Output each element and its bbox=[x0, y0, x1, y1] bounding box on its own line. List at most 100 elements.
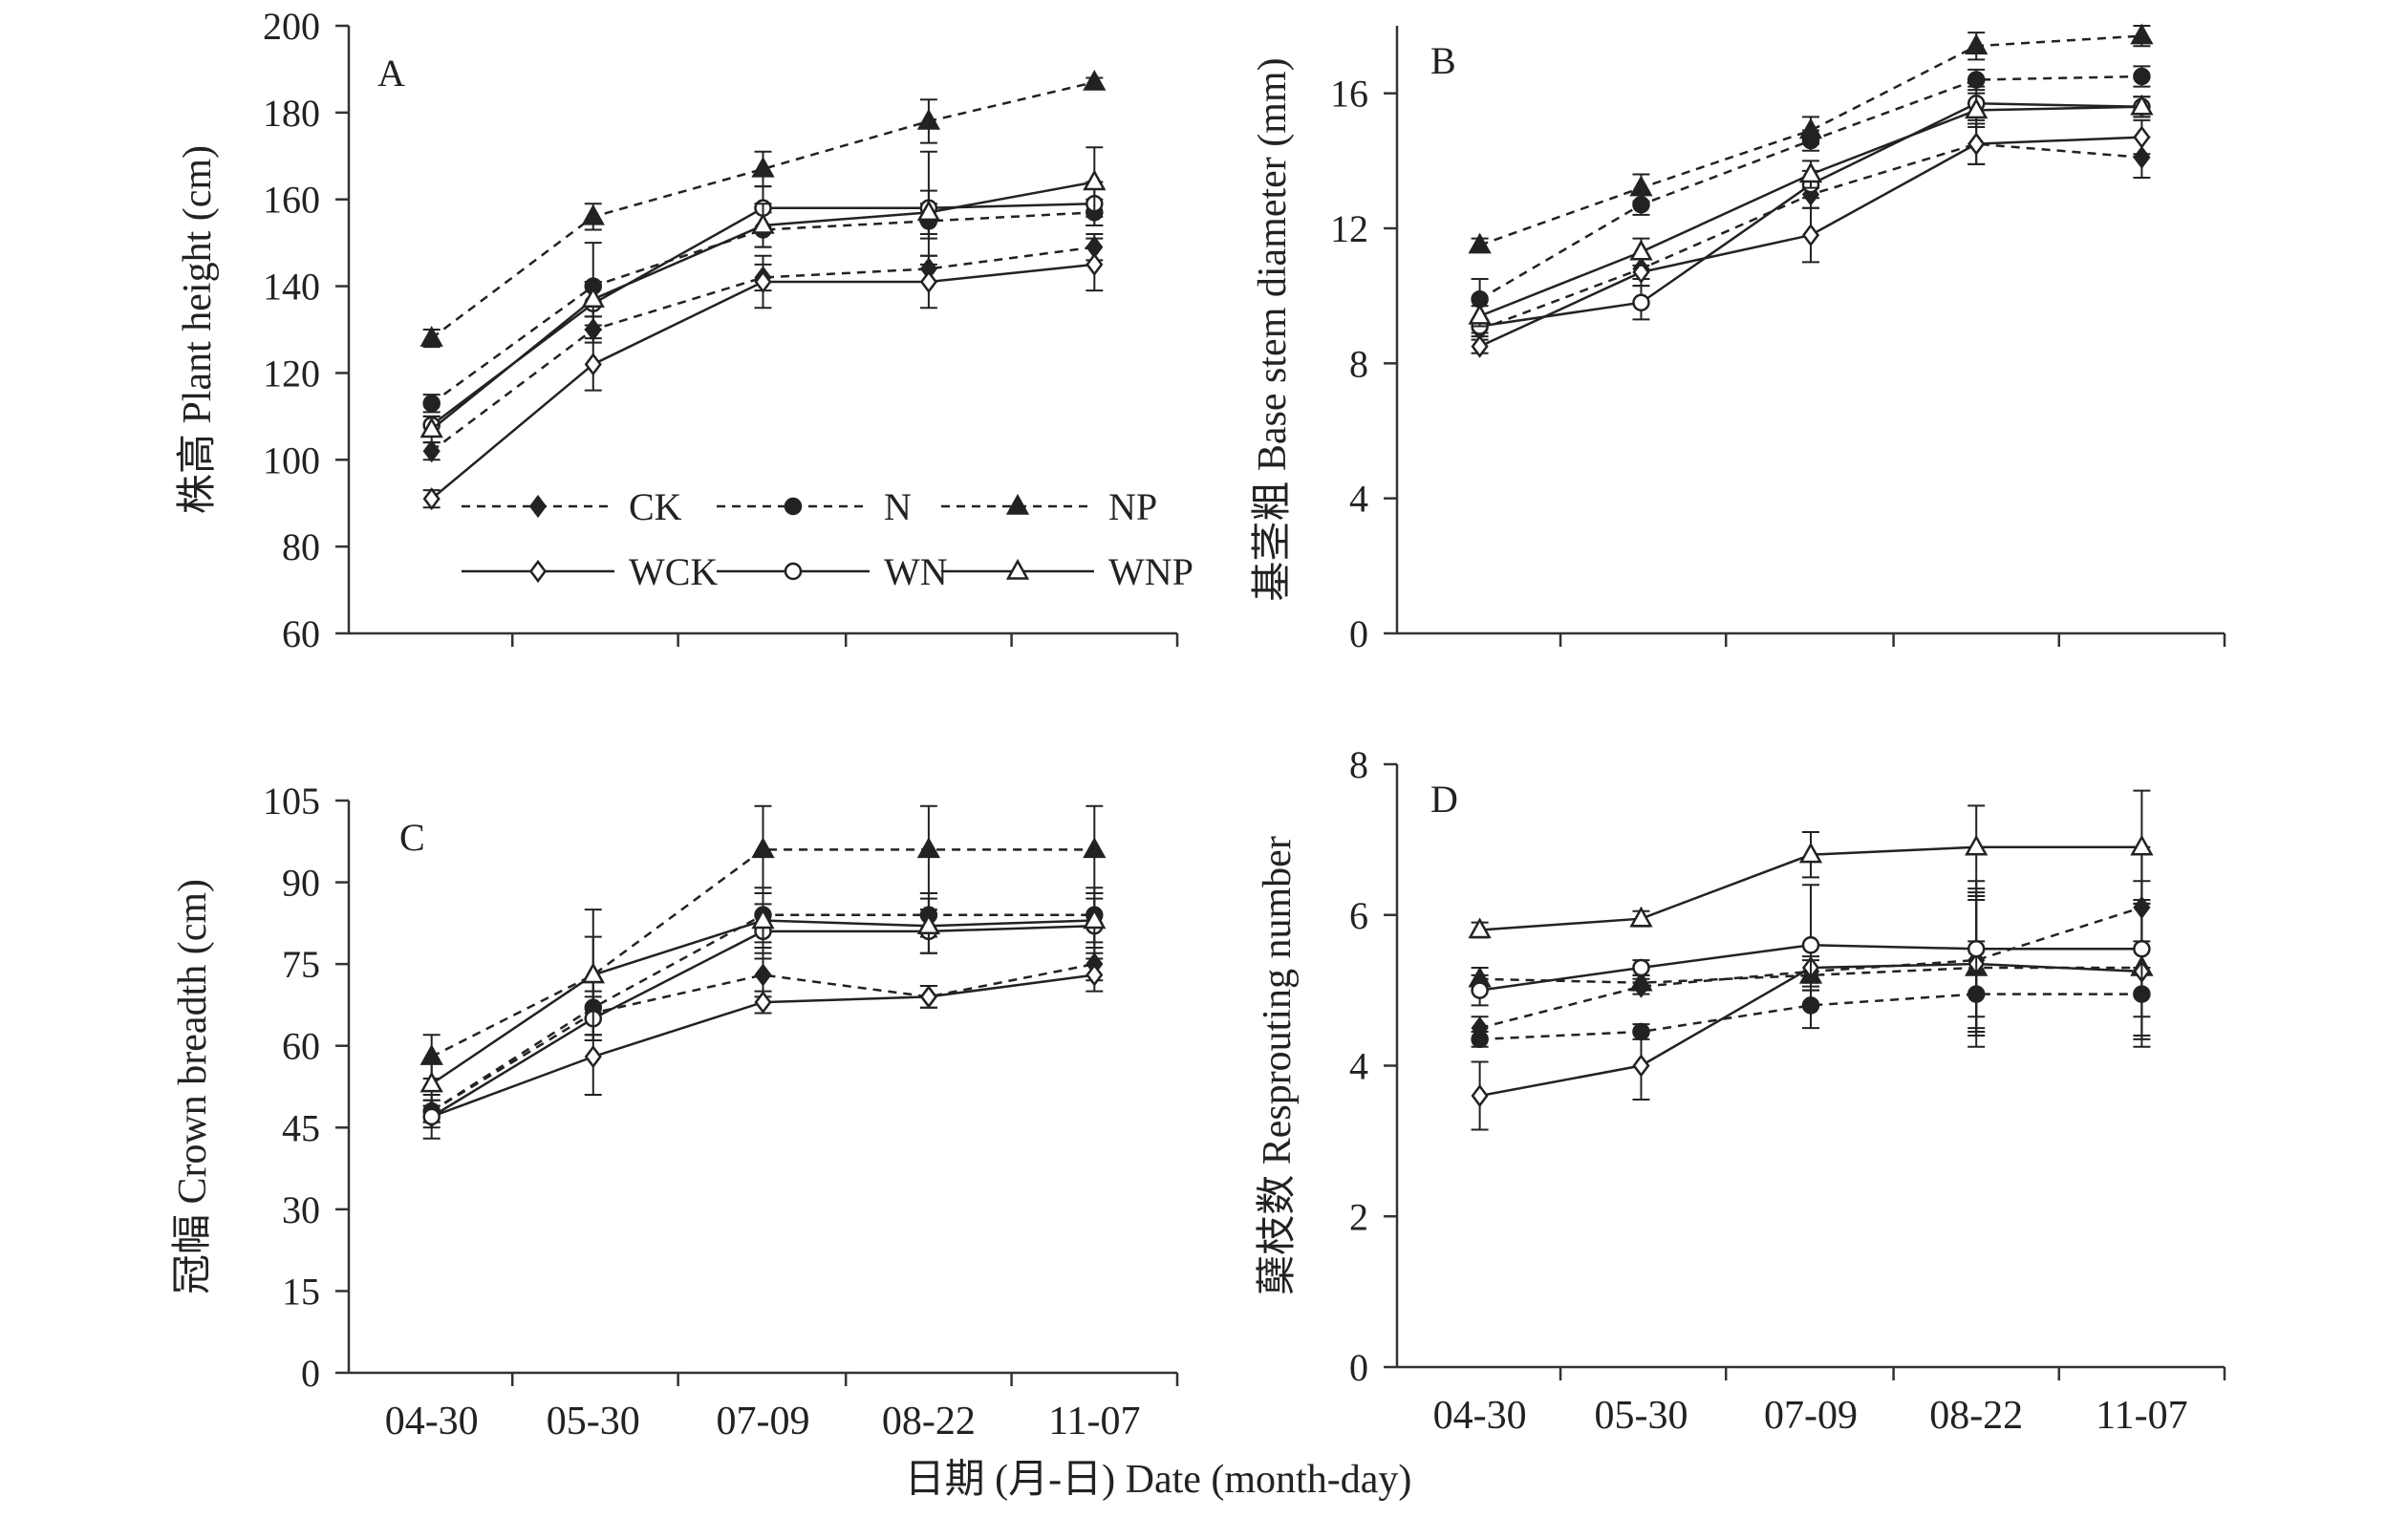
series-wnp bbox=[419, 146, 1107, 444]
y-tick-label: 90 bbox=[282, 862, 320, 905]
data-point bbox=[1468, 303, 1492, 325]
data-point bbox=[581, 962, 605, 984]
series-line bbox=[431, 848, 1095, 1058]
legend-label: CK bbox=[629, 485, 682, 528]
x-tick-label: 05-30 bbox=[547, 1400, 640, 1443]
data-point bbox=[2133, 125, 2151, 149]
data-point bbox=[2130, 23, 2154, 45]
data-point bbox=[419, 326, 443, 347]
x-tick-label: 08-22 bbox=[882, 1400, 976, 1443]
legend-label: WN bbox=[884, 550, 948, 593]
data-point bbox=[419, 1071, 443, 1093]
legend-marker bbox=[784, 562, 803, 581]
data-point bbox=[422, 1107, 441, 1126]
data-point bbox=[2130, 834, 2154, 856]
data-point bbox=[1083, 69, 1107, 91]
legend-marker bbox=[784, 497, 803, 516]
data-point bbox=[419, 417, 443, 438]
series-line bbox=[1479, 966, 2142, 984]
data-point bbox=[1629, 906, 1653, 928]
series-line bbox=[430, 211, 1095, 405]
y-tick-label: 15 bbox=[282, 1270, 320, 1313]
y-tick-label: 30 bbox=[282, 1188, 320, 1231]
data-point bbox=[1965, 97, 1989, 119]
data-point bbox=[1629, 970, 1653, 992]
data-point bbox=[2133, 67, 2151, 86]
y-tick-label: 4 bbox=[1349, 1045, 1368, 1088]
data-point bbox=[1632, 958, 1650, 977]
y-tick-label: 6 bbox=[1349, 894, 1368, 937]
panel-label: C bbox=[399, 816, 425, 859]
series-wck bbox=[422, 237, 1104, 511]
data-point bbox=[1471, 1083, 1489, 1108]
y-tick-label: 60 bbox=[282, 1025, 320, 1068]
y-axis-title: 蘖枝数 Resprouting number bbox=[1256, 836, 1300, 1295]
legend-item-n: N bbox=[717, 485, 912, 528]
data-point bbox=[919, 985, 937, 1009]
data-point bbox=[754, 990, 772, 1015]
legend-marker bbox=[1005, 558, 1030, 580]
data-point bbox=[1083, 837, 1107, 859]
data-point bbox=[1967, 71, 1986, 89]
data-point bbox=[754, 963, 772, 987]
legend-marker bbox=[1005, 493, 1030, 515]
series-line bbox=[430, 246, 1095, 453]
legend-label: NP bbox=[1108, 485, 1157, 528]
panel-c: 0 15 30 45 60 75 90 105 04-30 05-30 07-09 08-22 11-0… bbox=[171, 780, 1179, 1443]
x-tick-label: 04-30 bbox=[385, 1400, 479, 1443]
data-point bbox=[1632, 1054, 1650, 1078]
y-tick-label: 45 bbox=[282, 1106, 320, 1149]
panel-label: D bbox=[1430, 778, 1458, 821]
data-point bbox=[1086, 963, 1104, 987]
data-point bbox=[1471, 981, 1489, 999]
data-point bbox=[1967, 132, 1986, 156]
y-tick-label: 0 bbox=[1349, 612, 1368, 655]
series-line bbox=[1479, 34, 2142, 246]
data-point bbox=[1798, 118, 1823, 139]
data-point bbox=[1632, 293, 1650, 311]
data-point bbox=[1798, 161, 1823, 183]
legend-label: WCK bbox=[629, 550, 718, 593]
legend-item-wn: WN bbox=[717, 550, 948, 593]
data-point bbox=[1801, 936, 1820, 954]
data-point bbox=[1801, 223, 1820, 247]
x-tick-label: 11-07 bbox=[1048, 1400, 1140, 1443]
data-point bbox=[1967, 939, 1986, 958]
legend-marker bbox=[528, 559, 548, 584]
series-np bbox=[419, 69, 1107, 349]
y-tick-label: 8 bbox=[1349, 743, 1368, 786]
data-point bbox=[1468, 232, 1492, 254]
y-tick-label: 80 bbox=[282, 525, 320, 568]
y-tick-label: 8 bbox=[1349, 342, 1368, 385]
data-point bbox=[1471, 334, 1489, 358]
panel-d: 0 2 4 6 8 04-30 05-30 07-09 08-22 11-07 蘖枝数 Respro… bbox=[1256, 743, 2226, 1438]
data-point bbox=[422, 394, 441, 413]
series-wnp bbox=[1468, 92, 2154, 328]
series-wnp bbox=[419, 891, 1107, 1107]
x-tick-label: 11-07 bbox=[2096, 1394, 2187, 1438]
data-point bbox=[751, 212, 775, 234]
data-point bbox=[584, 1045, 602, 1069]
y-tick-label: 75 bbox=[282, 943, 320, 986]
data-point bbox=[1086, 252, 1104, 276]
data-point bbox=[422, 439, 441, 463]
y-axis-title: 冠幅 Crown breadth (cm) bbox=[171, 879, 215, 1294]
series-ck bbox=[422, 947, 1104, 1123]
y-tick-label: 12 bbox=[1330, 207, 1368, 250]
y-tick-label: 200 bbox=[263, 5, 320, 48]
x-axis-title: 日期 (月-日) Date (month-day) bbox=[905, 1458, 1412, 1502]
series-np bbox=[1468, 23, 2154, 254]
data-point bbox=[751, 908, 775, 930]
data-point bbox=[1629, 239, 1653, 261]
data-point bbox=[1965, 33, 1989, 54]
panel-label: B bbox=[1430, 39, 1456, 82]
data-point bbox=[581, 287, 605, 308]
legend-item-wck: WCK bbox=[462, 550, 718, 593]
data-point bbox=[1471, 1030, 1489, 1049]
series-wck bbox=[1471, 118, 2151, 358]
data-point bbox=[2130, 94, 2154, 116]
panel-b: 0 4 8 12 16 基茎粗 Base stem diameter (mm) B bbox=[1251, 23, 2226, 655]
data-point bbox=[916, 913, 941, 934]
data-point bbox=[751, 837, 775, 859]
data-point bbox=[581, 203, 605, 225]
